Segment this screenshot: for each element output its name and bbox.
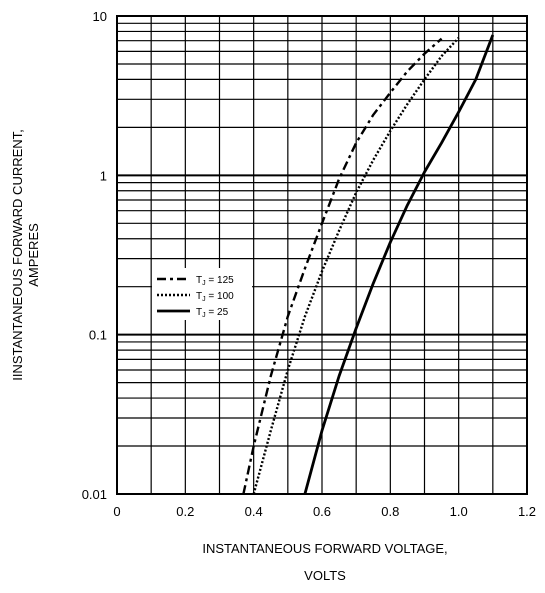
- y-axis-title-line-1: IINSTANTANEOUS FORWARD CURRENT,: [10, 129, 25, 381]
- x-axis-title-line-2: VOLTS: [304, 568, 346, 583]
- x-tick-label: 0.6: [313, 504, 331, 519]
- y-axis-title: IINSTANTANEOUS FORWARD CURRENT, AMPERES: [10, 129, 41, 381]
- plot-frame: [116, 15, 528, 495]
- x-tick-label: 0: [113, 504, 120, 519]
- x-tick-label: 1.0: [450, 504, 468, 519]
- series-layer: [242, 34, 495, 495]
- y-tick-label: 1: [100, 168, 107, 183]
- series-line: [252, 36, 460, 495]
- legend-label: TJ = 25: [196, 307, 229, 319]
- x-axis-title-line-1: INSTANTANEOUS FORWARD VOLTAGE,: [202, 541, 447, 556]
- x-tick-label: 0.2: [176, 504, 194, 519]
- series-line: [242, 37, 443, 495]
- y-tick-label: 0.01: [82, 487, 107, 502]
- x-tick-label: 1.2: [518, 504, 536, 519]
- x-tick-label: 0.8: [381, 504, 399, 519]
- grid-layer: [117, 16, 527, 494]
- y-tick-label: 10: [93, 9, 107, 24]
- legend-label: TJ = 100: [196, 291, 234, 303]
- legend-label: TJ = 125: [196, 275, 234, 287]
- series-line: [303, 34, 495, 495]
- x-tick-label: 0.4: [245, 504, 263, 519]
- legend: TJ = 125 TJ = 100 TJ = 25: [152, 268, 252, 320]
- tick-label-layer: 0 0.2 0.4 0.6 0.8 1.0 1.2 0.01 0.1 1 10: [82, 9, 536, 519]
- y-axis-title-line-2: AMPERES: [26, 223, 41, 287]
- y-tick-label: 0.1: [89, 328, 107, 343]
